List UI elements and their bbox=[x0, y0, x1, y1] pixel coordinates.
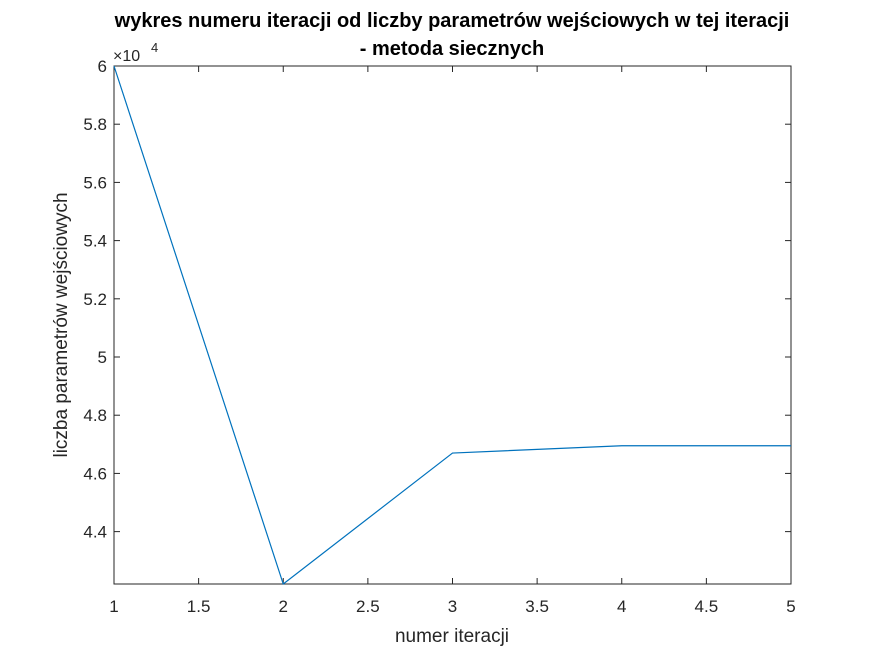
y-tick-labels: 4.4 4.6 4.8 5 5.2 5.4 5.6 5.8 6 bbox=[83, 57, 107, 542]
x-axis-label: numer iteracji bbox=[395, 626, 509, 647]
y-tick-label: 5 bbox=[98, 348, 107, 367]
y-tick-label: 5.2 bbox=[83, 290, 107, 309]
y-tick-label: 5.4 bbox=[83, 232, 107, 251]
y-tick-label: 4.8 bbox=[83, 406, 107, 425]
x-tick-label: 5 bbox=[786, 597, 795, 616]
y-axis-exponent-base: ×10 bbox=[113, 48, 140, 65]
y-axis-label: liczba parametrów wejściowych bbox=[51, 192, 72, 457]
y-tick-label: 6 bbox=[98, 57, 107, 76]
x-tick-label: 1.5 bbox=[187, 597, 211, 616]
y-tick-label: 5.6 bbox=[83, 173, 107, 192]
y-tick-label: 4.4 bbox=[83, 523, 107, 542]
x-tick-label: 3 bbox=[448, 597, 457, 616]
chart-title-line-1: wykres numeru iteracji od liczby paramet… bbox=[114, 10, 790, 32]
y-axis-exponent-power: 4 bbox=[151, 40, 158, 55]
chart-title-line-2: - metoda siecznych bbox=[360, 38, 545, 60]
x-tick-label: 1 bbox=[109, 597, 118, 616]
y-tick-label: 5.8 bbox=[83, 115, 107, 134]
x-tick-label: 4 bbox=[617, 597, 626, 616]
plot-box bbox=[114, 66, 791, 584]
plot-area bbox=[114, 66, 791, 584]
x-tick-label: 2 bbox=[279, 597, 288, 616]
x-tick-label: 3.5 bbox=[525, 597, 549, 616]
y-tick-label: 4.6 bbox=[83, 464, 107, 483]
x-tick-label: 2.5 bbox=[356, 597, 380, 616]
x-tick-label: 4.5 bbox=[695, 597, 719, 616]
